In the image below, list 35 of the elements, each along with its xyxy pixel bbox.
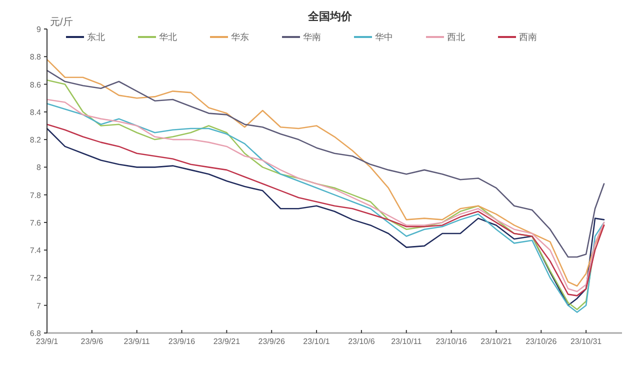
x-tick-label: 23/9/26	[258, 337, 286, 346]
y-tick-label: 7.4	[30, 246, 42, 256]
x-tick-label: 23/9/11	[124, 337, 150, 346]
y-tick-label: 8	[36, 163, 42, 172]
legend-label: 华东	[231, 32, 249, 42]
y-tick-label: 8.4	[30, 108, 42, 117]
y-tick-label: 6.8	[30, 329, 42, 338]
legend-label: 华北	[159, 32, 177, 42]
x-tick-label: 23/10/21	[480, 337, 512, 346]
y-tick-label: 8.2	[30, 136, 42, 145]
chart-title: 全国均价	[307, 10, 353, 23]
x-tick-label: 23/10/6	[348, 337, 376, 346]
x-tick-label: 23/10/16	[436, 337, 468, 346]
y-tick-label: 7	[36, 301, 42, 310]
x-tick-label: 23/10/1	[303, 337, 330, 346]
y-tick-label: 7.6	[30, 218, 42, 228]
y-tick-label: 7.2	[30, 274, 42, 283]
legend-label: 华南	[303, 32, 321, 42]
x-tick-label: 23/9/21	[213, 337, 241, 346]
x-tick-label: 23/10/26	[526, 337, 558, 346]
y-tick-label: 7.8	[30, 190, 42, 200]
y-tick-label: 8.6	[30, 80, 42, 90]
legend-label: 西北	[447, 32, 465, 42]
x-tick-label: 23/9/6	[80, 337, 104, 346]
x-tick-label: 23/10/11	[391, 337, 422, 346]
y-tick-label: 9	[36, 25, 42, 34]
x-tick-label: 23/9/1	[36, 337, 59, 346]
legend-label: 西南	[519, 32, 537, 42]
legend-label: 东北	[87, 32, 105, 42]
legend-label: 华中	[375, 32, 393, 42]
x-tick-label: 23/9/16	[168, 337, 196, 346]
y-tick-label: 8.8	[30, 52, 42, 62]
line-series	[46, 70, 605, 258]
y-axis-title: 元/斤	[50, 16, 73, 28]
x-tick-label: 23/10/31	[570, 337, 602, 346]
